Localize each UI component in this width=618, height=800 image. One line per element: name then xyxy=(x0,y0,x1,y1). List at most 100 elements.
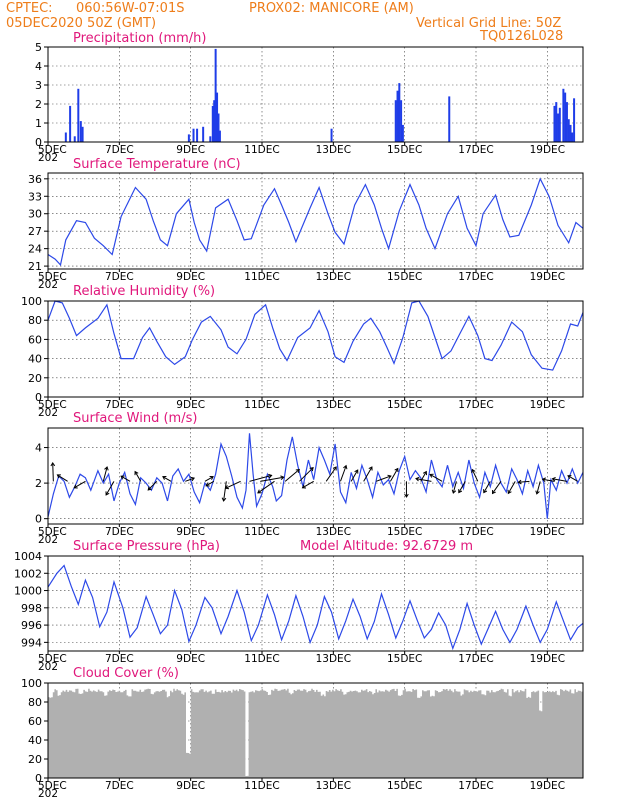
wind-xtick-label: 13DEC xyxy=(316,526,351,538)
humidity-xtick-label: 5DEC xyxy=(38,399,67,411)
wind-arrow-shaft xyxy=(389,468,399,482)
pressure-ytick-label: 1002 xyxy=(14,567,42,580)
wind-arrow-shaft xyxy=(350,469,359,482)
temp-ytick-label: 21 xyxy=(28,260,42,273)
wind-arrow xyxy=(507,481,516,495)
precip-bar xyxy=(401,124,404,142)
precip-bar xyxy=(569,124,572,142)
cloud-ytick-label: 100 xyxy=(21,677,42,690)
header-source: CPTEC: xyxy=(6,1,53,16)
wind-arrow-head xyxy=(301,484,307,489)
wind-arrow-shaft xyxy=(471,469,479,482)
precip-frame xyxy=(47,46,584,143)
wind-arrow xyxy=(224,480,241,490)
temp-ytick-label: 33 xyxy=(28,190,42,203)
precip-bar xyxy=(400,100,403,142)
wind-arrow xyxy=(185,476,195,482)
wind-arrow xyxy=(147,480,158,491)
header: CPTEC: 060:56W-07:01S PROX02: MANICORE (… xyxy=(6,1,563,44)
wind-arrow xyxy=(551,476,568,482)
wind-arrow-shaft xyxy=(567,475,578,482)
wind-arrow-head xyxy=(332,466,337,471)
wind-arrow xyxy=(363,466,373,482)
wind-arrow-head xyxy=(429,473,434,478)
wind-arrow-shaft xyxy=(483,481,491,493)
temp-panel: 21 24 27 30 33 36 5DEC 7DEC 9DEC 11DEC 13DEC 15DEC 1… xyxy=(28,172,584,291)
humidity-ytick-label: 0 xyxy=(35,391,42,404)
precip-bar xyxy=(558,107,561,142)
precip-bar xyxy=(571,132,574,142)
wind-arrow-head xyxy=(309,467,314,472)
wind-arrow xyxy=(541,477,555,482)
wind-arrow-shaft xyxy=(518,480,530,483)
wind-arrow-shaft xyxy=(134,471,142,482)
wind-arrow-head xyxy=(535,490,540,495)
cloud-frame xyxy=(47,682,584,779)
wind-xtick-label: 15DEC xyxy=(387,526,422,538)
wind-arrow-head xyxy=(209,476,214,480)
wind-arrow-head xyxy=(120,475,125,480)
humidity-ytick-label: 20 xyxy=(28,372,42,385)
wind-arrow-head xyxy=(491,489,496,495)
precip-bar xyxy=(567,119,570,142)
precip-bar xyxy=(564,92,567,142)
temp-ytick-label: 27 xyxy=(28,225,42,238)
wind-arrow-head xyxy=(551,476,556,482)
precip-bar xyxy=(79,121,82,142)
wind-arrow-head xyxy=(190,476,195,482)
wind-arrow-shaft xyxy=(57,474,68,482)
precip-title: Precipitation (mm/h) xyxy=(73,31,206,46)
wind-arrow-shaft xyxy=(120,475,131,482)
temp-year-fragment: 202 xyxy=(38,279,58,291)
wind-arrow xyxy=(325,466,337,482)
wind-arrow-head xyxy=(221,497,227,502)
precip-bar xyxy=(69,105,72,142)
wind-arrow xyxy=(375,474,392,482)
wind-arrow-shaft xyxy=(204,476,214,482)
wind-arrow-head xyxy=(205,482,210,487)
wind-arrow-shaft xyxy=(147,480,158,491)
wind-vectors xyxy=(50,461,578,502)
wind-arrow-shaft xyxy=(542,478,555,482)
header-station: PROX02: MANICORE (AM) xyxy=(249,1,414,16)
temp-xtick-label: 5DEC xyxy=(38,271,67,283)
wind-arrow-shaft xyxy=(260,476,284,482)
precip-ytick-label: 5 xyxy=(35,41,42,54)
wind-arrow xyxy=(204,476,214,482)
precip-bar xyxy=(217,113,220,142)
wind-arrow-shaft xyxy=(302,480,314,489)
pressure-xtick-label: 5DEC xyxy=(38,653,67,665)
wind-arrow xyxy=(567,475,578,482)
wind-arrow-head xyxy=(295,468,301,473)
humidity-ytick-label: 60 xyxy=(28,333,42,346)
wind-arrow xyxy=(56,474,68,482)
pressure-ytick-label: 1004 xyxy=(14,550,42,563)
wind-title: Surface Wind (m/s) xyxy=(73,411,197,426)
wind-arrow xyxy=(105,481,115,496)
cloud-ytick-label: 40 xyxy=(28,734,42,747)
wind-arrow xyxy=(102,466,109,482)
cloud-xtick-label: 19DEC xyxy=(530,780,565,792)
humidity-title: Relative Humidity (%) xyxy=(73,284,215,299)
temp-ytick-label: 30 xyxy=(28,208,42,221)
wind-frame xyxy=(47,427,584,525)
cloud-panel: 0 20 40 60 80 100 5DEC 7DEC 9DEC 11DEC 13DEC 15DEC 1… xyxy=(21,677,584,800)
wind-arrow-shaft xyxy=(536,481,541,495)
precip-bar xyxy=(330,128,333,142)
precip-bar xyxy=(398,83,401,142)
wind-arrow-shaft xyxy=(105,481,115,496)
humidity-frame xyxy=(47,300,584,398)
pressure-xtick-label: 9DEC xyxy=(176,653,205,665)
pressure-xtick-label: 15DEC xyxy=(387,653,422,665)
wind-arrow-head xyxy=(415,476,420,482)
cloud-year-fragment: 202 xyxy=(38,788,58,800)
wind-arrow-shaft xyxy=(102,466,108,482)
wind-arrow-head xyxy=(422,470,427,476)
humidity-ytick-label: 40 xyxy=(28,353,42,366)
wind-arrow xyxy=(471,468,479,482)
wind-arrow xyxy=(284,468,301,482)
humidity-xtick-label: 19DEC xyxy=(530,399,565,411)
wind-arrow-shaft xyxy=(249,474,272,482)
precip-ytick-label: 0 xyxy=(35,136,42,149)
